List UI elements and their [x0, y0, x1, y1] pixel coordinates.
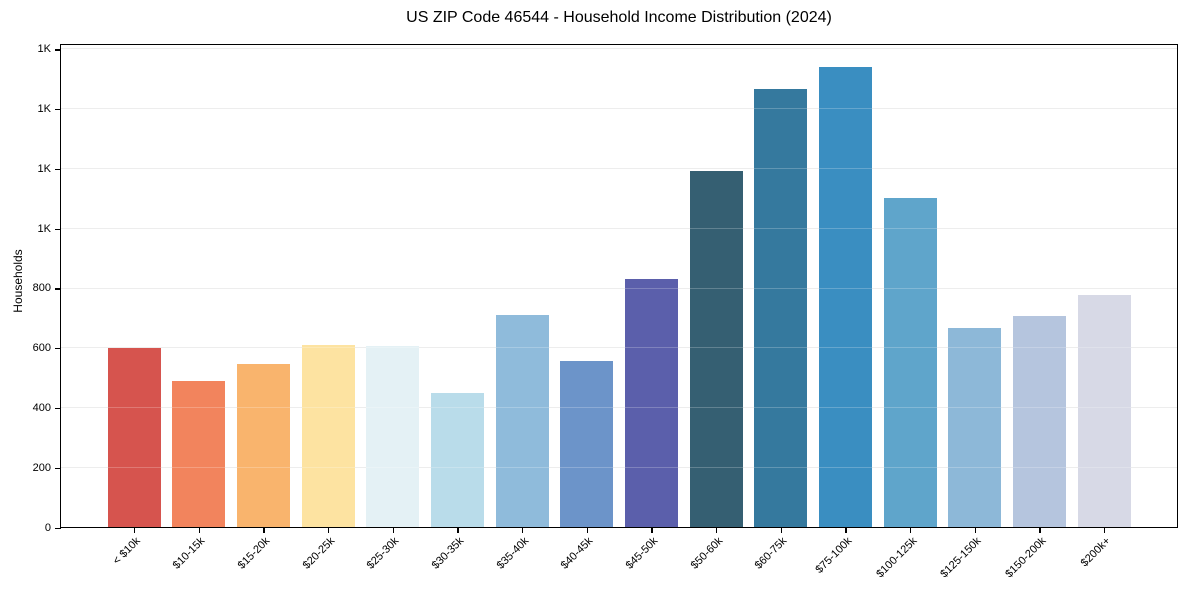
- gridline-overlay: [61, 227, 1177, 229]
- x-tick-label: $20-25k: [300, 535, 337, 572]
- plot-area: [60, 44, 1178, 528]
- x-tick-mark: [1039, 528, 1041, 533]
- x-tick-label: < $10k: [110, 535, 143, 568]
- x-tick-label: $25-30k: [365, 535, 402, 572]
- x-tick-label: $125-150k: [938, 535, 984, 581]
- x-tick-mark: [651, 528, 653, 533]
- x-tick-label: $15-20k: [235, 535, 273, 572]
- x-tick-mark: [780, 528, 782, 533]
- gridline: [61, 227, 1177, 229]
- bar: [236, 364, 290, 527]
- bar: [948, 328, 1002, 527]
- bar: [883, 198, 937, 527]
- bar: [818, 66, 872, 527]
- gridline-overlay: [61, 407, 1177, 408]
- gridline: [61, 287, 1177, 289]
- x-tick-mark: [716, 528, 718, 533]
- gridline: [61, 407, 1177, 408]
- x-tick-mark: [586, 528, 588, 533]
- y-tick-mark: [54, 49, 61, 51]
- y-tick-mark: [54, 467, 61, 469]
- y-tick-mark: [54, 348, 61, 350]
- x-tick-mark: [198, 528, 200, 533]
- bar: [172, 380, 226, 527]
- x-tick-mark: [974, 528, 976, 533]
- y-tick-mark: [54, 228, 61, 230]
- x-tick-mark: [1104, 528, 1106, 533]
- x-tick-label: $35-40k: [494, 535, 532, 572]
- gridline: [61, 48, 1177, 50]
- y-tick-mark: [54, 109, 61, 111]
- gridline-overlay: [61, 287, 1177, 289]
- x-tick-mark: [910, 528, 912, 533]
- x-tick-label: $150-200k: [1003, 535, 1049, 581]
- bar: [1077, 295, 1131, 527]
- x-tick-mark: [522, 528, 524, 533]
- gridline: [61, 167, 1177, 169]
- bar: [430, 392, 484, 527]
- x-tick-mark: [263, 528, 265, 533]
- x-tick-label: $100-125k: [873, 535, 920, 581]
- x-tick-label: $60-75k: [753, 535, 790, 572]
- gridline-overlay: [61, 48, 1177, 50]
- x-tick-label: $45-50k: [623, 535, 661, 572]
- x-tick-label: $75-100k: [813, 535, 855, 576]
- y-tick-mark: [54, 527, 61, 529]
- bar: [107, 347, 161, 527]
- bar: [624, 279, 678, 527]
- x-tick-mark: [134, 528, 136, 533]
- y-tick-label: 1K: [37, 103, 51, 116]
- gridline-overlay: [61, 466, 1177, 468]
- y-axis-label: Households: [11, 249, 25, 313]
- bar: [366, 346, 420, 527]
- y-tick-mark: [54, 407, 61, 410]
- bar: [495, 314, 549, 527]
- bar: [301, 344, 355, 527]
- x-tick-label: $50-60k: [688, 535, 726, 572]
- y-tick-label: 400: [32, 401, 51, 414]
- x-tick-mark: [457, 528, 459, 533]
- gridline: [61, 108, 1177, 110]
- gridline: [61, 466, 1177, 468]
- gridline-overlay: [61, 108, 1177, 110]
- y-tick-label: 600: [32, 342, 51, 355]
- y-tick-label: 1K: [37, 222, 51, 235]
- y-tick-mark: [54, 288, 61, 290]
- bar: [1012, 316, 1066, 527]
- y-tick-label: 800: [32, 282, 51, 295]
- bar: [560, 361, 614, 527]
- y-tick-label: 200: [32, 461, 51, 474]
- y-tick-label: 1K: [37, 162, 51, 175]
- x-tick-label: $200k+: [1078, 535, 1114, 570]
- x-tick-mark: [328, 528, 330, 533]
- y-tick-label: 0: [44, 521, 51, 534]
- gridline: [61, 347, 1177, 349]
- bar: [689, 171, 743, 527]
- y-tick-mark: [54, 168, 61, 171]
- x-tick-mark: [392, 528, 394, 533]
- x-tick-label: $40-45k: [559, 535, 596, 572]
- y-tick-label: 1K: [37, 43, 51, 56]
- bar: [754, 89, 808, 527]
- chart-title: US ZIP Code 46544 - Household Income Dis…: [406, 9, 832, 26]
- x-tick-mark: [845, 528, 847, 533]
- x-tick-label: $10-15k: [171, 535, 208, 572]
- x-tick-label: $30-35k: [429, 535, 467, 572]
- gridline-overlay: [61, 347, 1177, 349]
- gridline-overlay: [61, 167, 1177, 169]
